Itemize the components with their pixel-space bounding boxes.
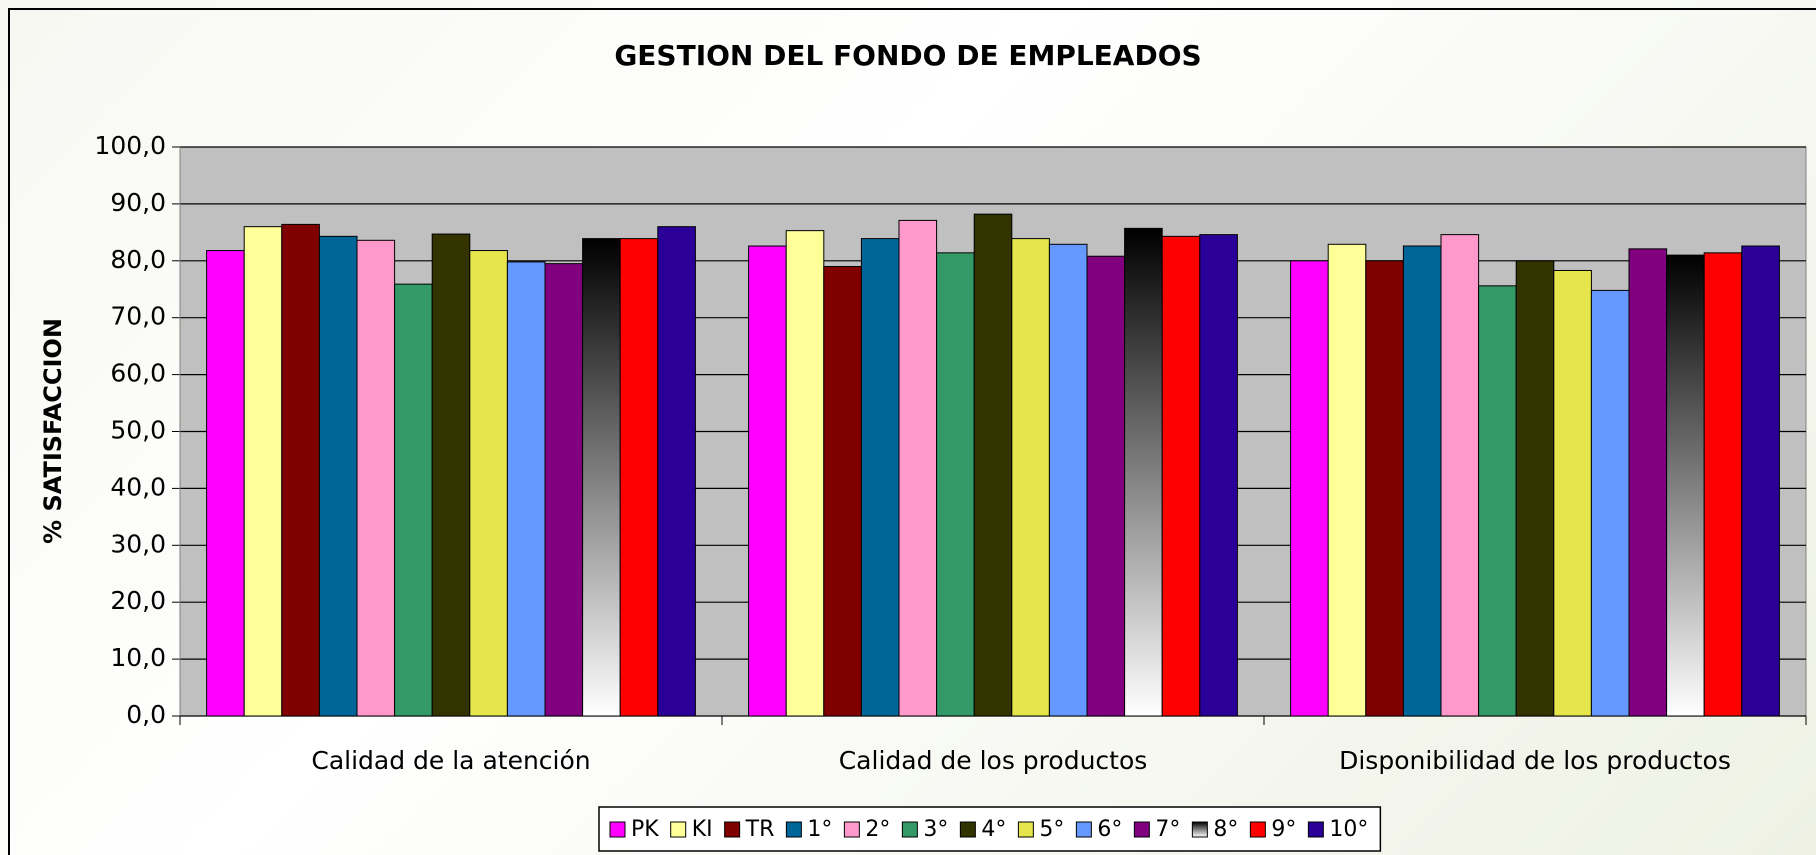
bar [898, 219, 938, 717]
bar [1290, 260, 1329, 717]
legend-label: 5° [1039, 817, 1064, 842]
bar [544, 263, 584, 717]
legend-label: KI [692, 817, 713, 842]
y-tick-label: 0,0 [126, 700, 166, 729]
x-tick-label: Calidad de la atención [311, 746, 590, 775]
legend-swatch [1191, 821, 1208, 838]
legend-swatch [1017, 821, 1034, 838]
bar [1086, 255, 1126, 717]
legend-swatch [959, 821, 976, 838]
legend-label: 8° [1213, 817, 1238, 842]
y-tick-label: 10,0 [110, 643, 166, 672]
bar [1515, 260, 1555, 717]
bar [1590, 289, 1630, 717]
bar [1402, 245, 1442, 717]
y-tick-label: 60,0 [110, 359, 166, 388]
legend-label: TR [745, 817, 775, 842]
bar [823, 265, 862, 717]
bar [1124, 227, 1163, 717]
bar [1666, 254, 1705, 717]
y-tick-label: 90,0 [110, 188, 166, 217]
legend-swatch [670, 821, 687, 838]
x-tick-label: Calidad de los productos [839, 746, 1148, 775]
bar [657, 226, 696, 717]
bar [1553, 269, 1592, 717]
y-tick-label: 40,0 [110, 472, 166, 501]
bar [1011, 238, 1050, 717]
bar [1440, 234, 1480, 717]
legend-swatch [1249, 821, 1266, 838]
bar [1365, 260, 1404, 717]
bar [860, 238, 900, 717]
legend-label: 1° [807, 817, 832, 842]
legend-swatch [1075, 821, 1092, 838]
chart-title: GESTION DEL FONDO DE EMPLEADOS [614, 39, 1201, 72]
legend-swatch [724, 821, 741, 838]
legend-label: 3° [923, 817, 948, 842]
legend-swatch [1307, 821, 1324, 838]
legend-label: 7° [1155, 817, 1180, 842]
bar [1628, 248, 1668, 717]
legend-label: 6° [1097, 817, 1122, 842]
bar [469, 250, 508, 717]
bar [431, 233, 471, 717]
bar [243, 226, 283, 717]
frame [8, 8, 1816, 855]
legend-swatch [901, 821, 918, 838]
y-tick-label: 20,0 [110, 586, 166, 615]
bar [394, 283, 433, 717]
x-tick-label: Disponibilidad de los productos [1339, 746, 1731, 775]
legend-swatch [843, 821, 860, 838]
bar [1048, 243, 1088, 717]
y-tick-label: 100,0 [94, 131, 166, 160]
y-axis-label: % SATISFACCION [39, 318, 67, 544]
y-tick-label: 50,0 [110, 416, 166, 445]
bar [1161, 235, 1201, 717]
legend-label: PK [631, 817, 659, 842]
legend-swatch [785, 821, 802, 838]
bar [936, 252, 975, 717]
bar [281, 223, 320, 717]
bar [785, 230, 825, 717]
bar [973, 213, 1013, 717]
bar [1741, 245, 1780, 717]
bar [1199, 234, 1238, 717]
y-tick-label: 80,0 [110, 245, 166, 274]
y-tick-label: 70,0 [110, 302, 166, 331]
bar [1703, 252, 1743, 717]
legend-label: 4° [981, 817, 1006, 842]
legend-label: 2° [865, 817, 890, 842]
bar [1327, 243, 1367, 717]
bar [318, 235, 358, 717]
bar [582, 238, 621, 717]
bar [1478, 285, 1517, 717]
bar [356, 239, 396, 717]
legend-label: 10° [1329, 817, 1368, 842]
legend-label: 9° [1271, 817, 1296, 842]
y-tick-label: 30,0 [110, 529, 166, 558]
bar [506, 261, 546, 717]
bar [619, 238, 659, 717]
legend-swatch [1133, 821, 1150, 838]
bar [748, 245, 787, 717]
legend-swatch [609, 821, 626, 838]
bar [206, 250, 245, 717]
